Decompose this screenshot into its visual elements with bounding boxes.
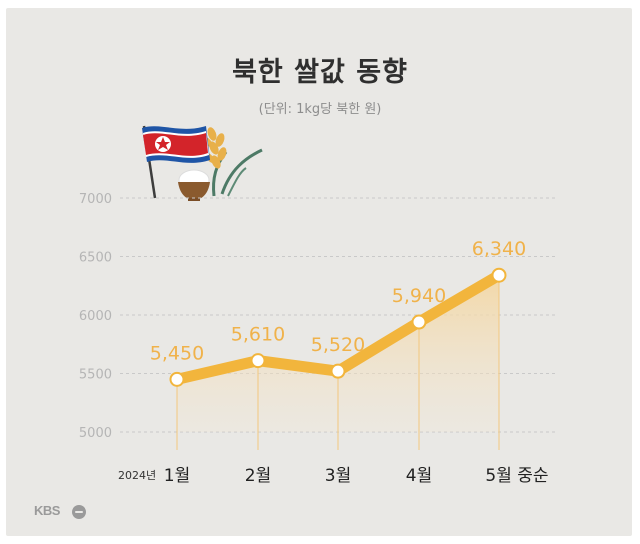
data-labels: 5,450 5,610 5,520 5,940 6,340 xyxy=(150,238,526,364)
data-label: 6,340 xyxy=(472,238,526,260)
x-tick-label: 5월 중순 xyxy=(485,466,548,486)
data-point xyxy=(169,371,185,387)
x-axis-labels: 2024년 1월 2월 3월 4월 5월 중순 xyxy=(118,466,549,486)
kbs-logo-icon xyxy=(72,505,86,519)
data-label: 5,610 xyxy=(231,324,285,346)
data-points xyxy=(169,267,507,387)
rice-plant-icon xyxy=(203,127,263,197)
kbs-logo: KBS xyxy=(34,503,60,518)
y-tick-label: 7000 xyxy=(79,192,112,207)
chart-card xyxy=(6,8,632,536)
x-tick-label: 1월 xyxy=(164,466,190,486)
y-tick-label: 6000 xyxy=(79,309,112,324)
x-tick-label: 3월 xyxy=(325,466,351,486)
data-point xyxy=(330,363,346,379)
data-point xyxy=(250,353,266,369)
north-korea-flag-icon xyxy=(142,125,210,199)
data-point xyxy=(491,267,507,283)
data-label: 5,940 xyxy=(392,285,446,307)
y-axis-ticks: 5000 5500 6000 6500 7000 xyxy=(79,192,112,441)
drop-lines xyxy=(176,275,500,450)
x-tick-label: 2월 xyxy=(245,466,271,486)
y-tick-label: 5000 xyxy=(79,426,112,441)
chart-subtitle: (단위: 1kg당 북한 원) xyxy=(258,102,382,117)
x-tick-label: 4월 xyxy=(406,466,432,486)
data-label: 5,520 xyxy=(311,334,365,356)
y-tick-label: 6500 xyxy=(79,251,112,266)
y-tick-label: 5500 xyxy=(79,368,112,383)
data-point xyxy=(411,314,427,330)
chart-title: 북한 쌀값 동향 xyxy=(232,57,408,88)
data-label: 5,450 xyxy=(150,342,204,364)
x-axis-year-prefix: 2024년 xyxy=(118,469,156,482)
rice-bowl-icon xyxy=(178,169,210,201)
